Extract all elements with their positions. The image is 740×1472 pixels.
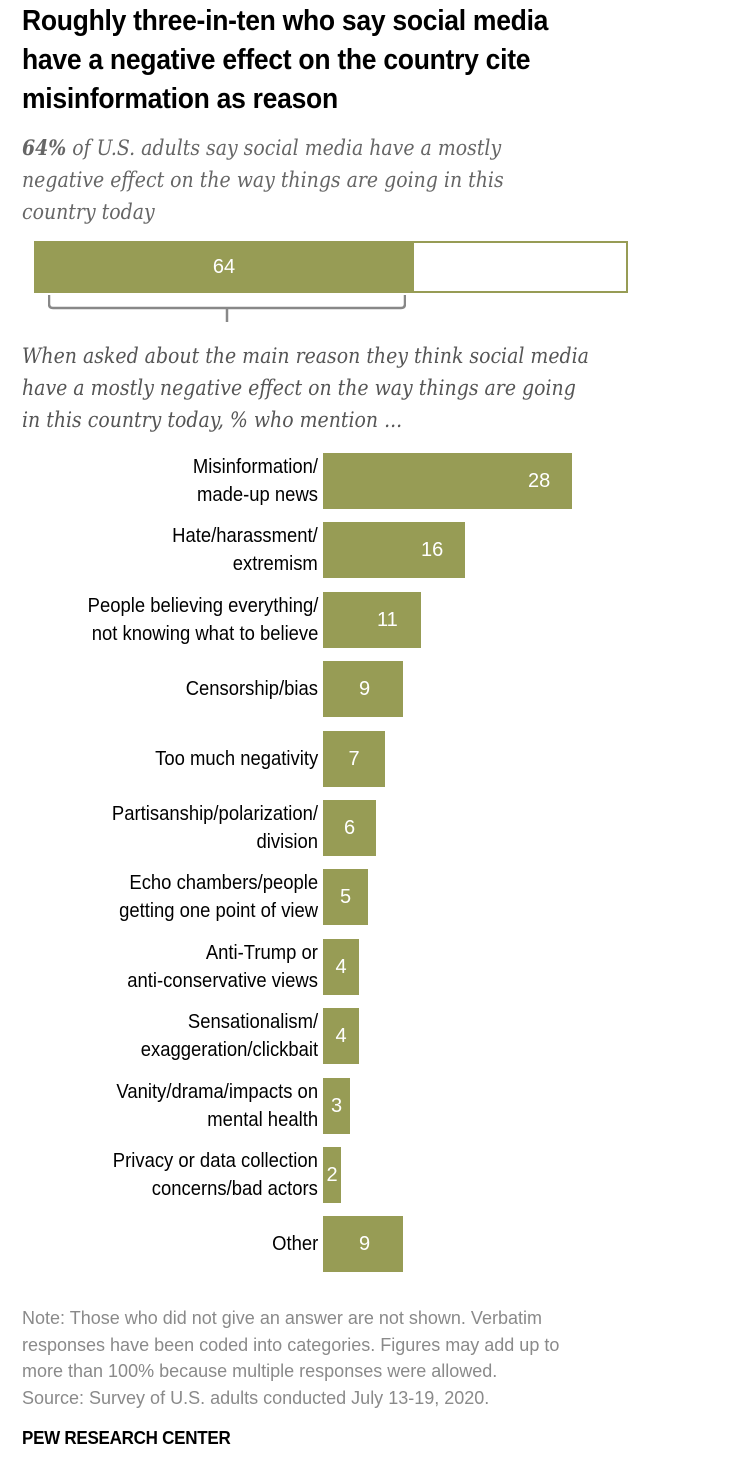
bar <box>323 1008 359 1064</box>
bar-value-label: 7 <box>348 748 360 770</box>
category-label-line: getting one point of view <box>119 899 318 922</box>
category-label-line: mental health <box>207 1108 318 1131</box>
category-label: Other <box>272 1230 318 1258</box>
category-label-line: People believing everything/ <box>87 594 318 617</box>
subtitle-text: of U.S. adults say social media have a m… <box>22 136 504 224</box>
bar-value-label: 4 <box>335 1025 347 1047</box>
bar <box>323 592 421 648</box>
bar-value-label: 2 <box>326 1164 338 1186</box>
chart-note: Note: Those who did not give an answer a… <box>22 1305 662 1411</box>
category-label-line: Too much negativity <box>154 747 318 770</box>
note-line: Note: Those who did not give an answer a… <box>22 1308 542 1328</box>
category-label-line: anti-conservative views <box>127 969 318 992</box>
category-label-line: Echo chambers/people <box>129 871 318 894</box>
note-line: more than 100% because multiple response… <box>22 1361 498 1381</box>
category-label-line: Partisanship/polarization/ <box>111 802 318 825</box>
bar-value-label: 28 <box>528 470 551 492</box>
overall-negative-fill <box>34 241 414 293</box>
bracket-connector <box>48 295 406 322</box>
bar-value-label: 3 <box>330 1095 343 1117</box>
category-label-line: Privacy or data collection <box>112 1149 318 1172</box>
bar-value-label: 9 <box>359 678 371 700</box>
category-label-line: Hate/harassment/ <box>172 524 318 547</box>
overall-bar-outline <box>34 241 628 293</box>
category-label: Anti-Trump or anti-conservative views <box>127 939 318 995</box>
category-label: Partisanship/polarization/division <box>112 800 318 856</box>
bar-value-label: 11 <box>377 609 398 631</box>
subtitle-lead-stat: 64% <box>22 135 67 160</box>
bar <box>323 939 359 995</box>
category-label: Hate/harassment/extremism <box>172 522 318 578</box>
category-label-line: not knowing what to believe <box>91 622 318 645</box>
bar <box>323 1216 403 1272</box>
pew-research-center-logo: PEW RESEARCH CENTER <box>22 1427 231 1448</box>
bar-value-label: 9 <box>359 1233 371 1255</box>
bar <box>323 661 403 717</box>
category-label: Misinformation/made-up news <box>193 453 318 509</box>
bar <box>323 1147 341 1203</box>
bar-value-label: 4 <box>335 956 347 978</box>
bar <box>323 800 376 856</box>
category-label-line: extremism <box>232 552 318 575</box>
bar <box>323 453 572 509</box>
category-label: People believing everything/not knowing … <box>87 592 318 648</box>
category-label-line: division <box>256 830 318 853</box>
bar <box>323 1078 350 1134</box>
category-label: Censorship/bias <box>186 675 318 703</box>
overall-negative-bar: 64 <box>34 241 628 293</box>
chart-title: Roughly three-in-ten who say social medi… <box>22 5 549 115</box>
category-label-line: exaggeration/clickbait <box>140 1038 318 1061</box>
category-label-line: Censorship/bias <box>185 677 318 700</box>
category-label-line: Misinformation/ <box>192 455 318 478</box>
chart-subtitle: 64% of U.S. adults say social media have… <box>22 132 553 228</box>
category-label: Vanity/drama/impacts on mental health <box>116 1078 318 1134</box>
category-label-line: concerns/bad actors <box>151 1177 318 1200</box>
category-label: Echo chambers/people getting one point of… <box>119 869 318 925</box>
bar-value-label: 6 <box>343 817 356 839</box>
bar-value-label: 5 <box>339 886 352 908</box>
category-label-line: Vanity/drama/impacts on <box>116 1080 318 1103</box>
bar-value-label: 16 <box>421 539 444 561</box>
note-line: responses have been coded into categorie… <box>22 1334 560 1355</box>
category-label-line: Sensationalism/ <box>187 1010 318 1033</box>
bar <box>323 731 385 787</box>
source-line: Source: Survey of U.S. adults conducted … <box>22 1387 490 1408</box>
category-label-line: made-up news <box>196 483 318 506</box>
category-label: Privacy or data collection concerns/bad a… <box>113 1147 318 1203</box>
question-text: When asked about the main reason they th… <box>22 344 589 432</box>
overall-negative-value: 64 <box>212 256 236 278</box>
bar <box>323 869 368 925</box>
category-label-line: Other <box>271 1232 318 1255</box>
category-label: Sensationalism/exaggeration/clickbait <box>141 1008 318 1064</box>
bar <box>323 522 465 578</box>
category-label: Too much negativity <box>155 745 318 773</box>
category-label-line: Anti-Trump or <box>205 941 318 964</box>
